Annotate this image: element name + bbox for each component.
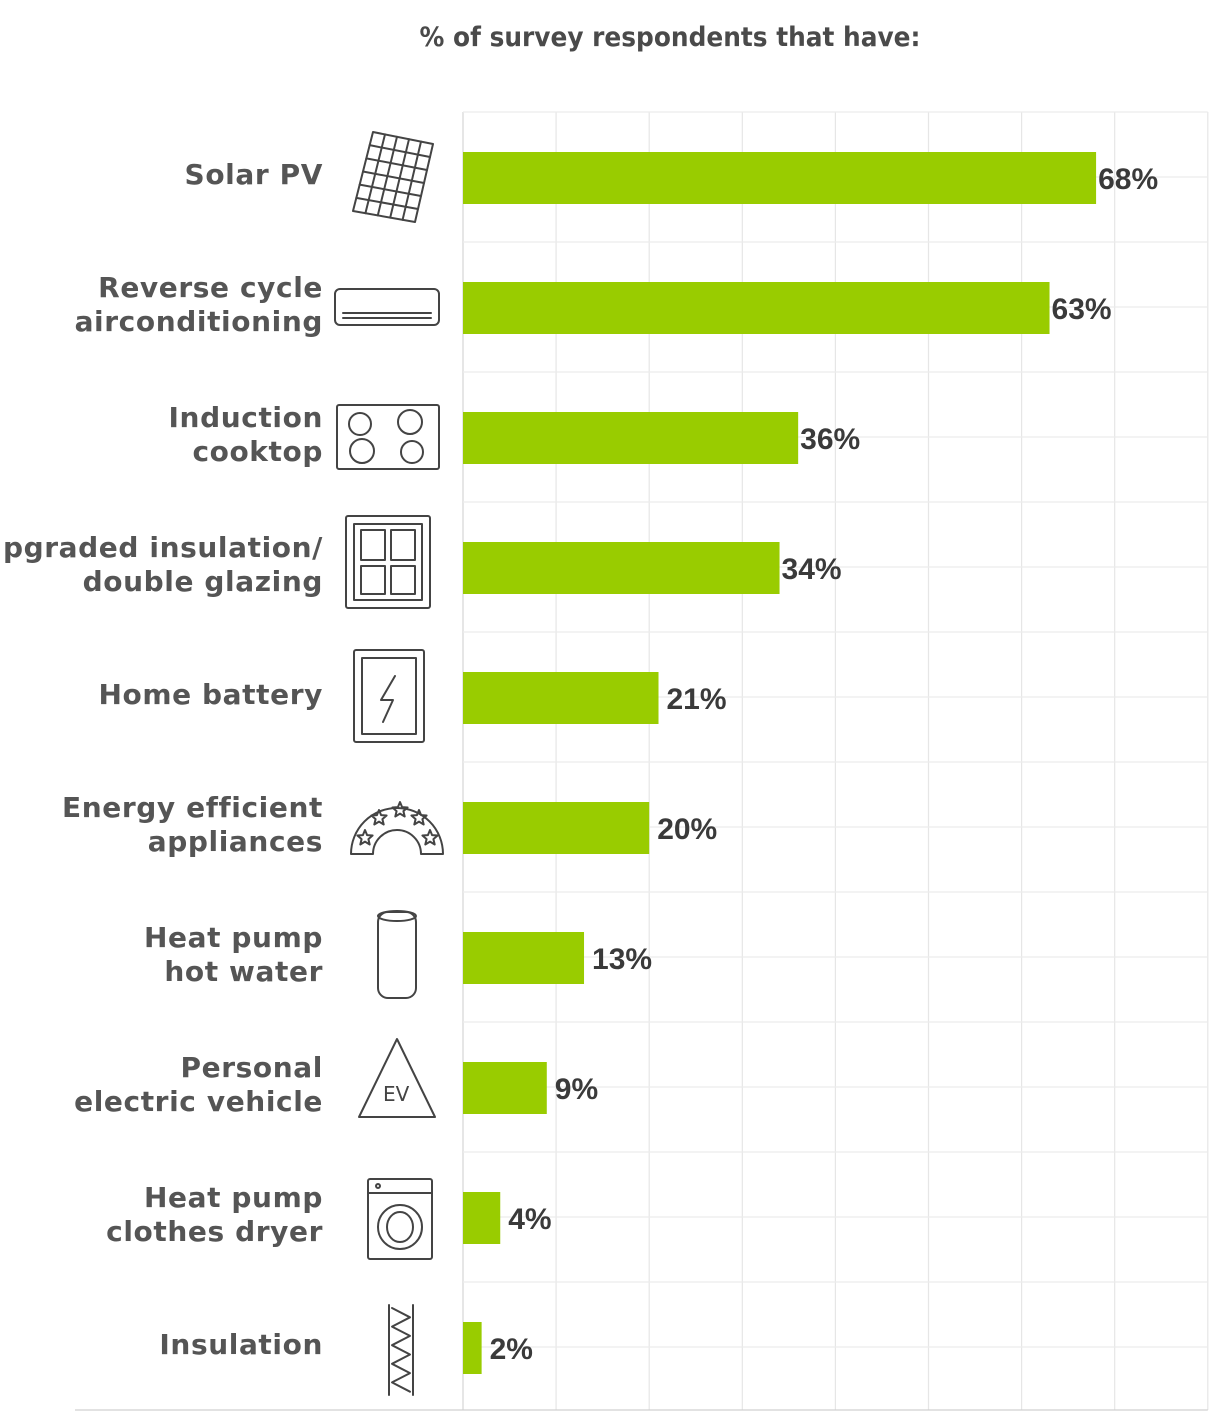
ev-sign-icon: EV — [358, 1038, 436, 1118]
category-label: double glazing — [83, 565, 323, 598]
bar — [463, 412, 799, 464]
category-icons: EV — [334, 131, 444, 1396]
bar — [463, 672, 659, 724]
data-label: 13% — [592, 943, 652, 976]
data-label: 68% — [1098, 163, 1158, 196]
data-label: 2% — [490, 1333, 533, 1366]
bar — [463, 1192, 501, 1244]
bar — [463, 932, 585, 984]
category-label: cooktop — [192, 435, 323, 468]
bar — [463, 802, 650, 854]
category-label: appliances — [148, 825, 323, 858]
air-conditioner-icon — [334, 288, 440, 326]
category-label: Home battery — [98, 678, 323, 711]
category-label: electric vehicle — [74, 1085, 323, 1118]
category-label: Solar PV — [185, 158, 323, 191]
clothes-dryer-icon — [367, 1178, 433, 1260]
battery-icon — [353, 649, 425, 743]
chart-title: % of survey respondents that have: — [419, 22, 921, 53]
category-label: Heat pump — [144, 921, 323, 954]
category-label: Energy efficient — [62, 791, 323, 824]
category-label: Personal — [181, 1051, 323, 1084]
category-label: Heat pump — [144, 1181, 323, 1214]
bar — [463, 152, 1097, 204]
category-label: Reverse cycle — [98, 271, 323, 304]
category-label: Upgraded insulation/ — [0, 531, 323, 564]
solar-panel-icon — [352, 131, 434, 223]
data-label: 4% — [508, 1203, 551, 1236]
bar — [463, 1322, 482, 1374]
wall-insulation-icon — [388, 1304, 414, 1396]
data-label: 20% — [657, 813, 717, 846]
category-label: hot water — [164, 955, 323, 988]
data-label: 21% — [667, 683, 727, 716]
data-label: 36% — [800, 423, 860, 456]
value-labels: 68% 63% 36% 34% 21% 20% 13% 9% 4% 2% — [490, 163, 1159, 1366]
category-label: clothes dryer — [106, 1215, 323, 1248]
star-rating-icon — [350, 801, 444, 855]
bar — [463, 282, 1050, 334]
ev-icon-glyph: EV — [383, 1082, 410, 1106]
data-label: 63% — [1052, 293, 1112, 326]
cooktop-icon — [336, 404, 440, 470]
data-label: 9% — [555, 1073, 598, 1106]
hot-water-cylinder-icon — [377, 910, 417, 999]
category-label: airconditioning — [75, 305, 323, 338]
category-label: Insulation — [159, 1328, 323, 1361]
bars — [463, 152, 1097, 1374]
window-icon — [345, 515, 431, 609]
category-label: Induction — [169, 401, 323, 434]
data-label: 34% — [782, 553, 842, 586]
bar — [463, 542, 780, 594]
bar — [463, 1062, 547, 1114]
